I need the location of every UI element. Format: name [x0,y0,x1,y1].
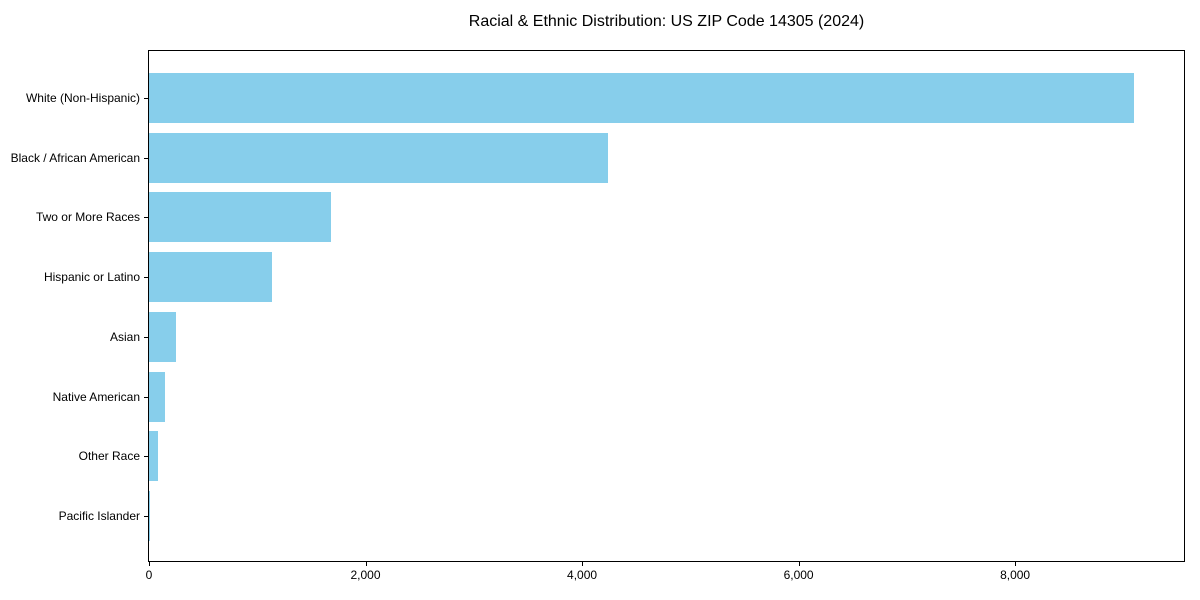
category-label-other-race: Other Race [78,449,140,464]
y-tick-mark [144,277,149,279]
bar-black-african-american [149,132,609,183]
bar-other-race [149,431,159,482]
x-tick-label-8000: 8,000 [1000,568,1031,582]
x-tick-mark [1015,561,1017,566]
bar-white-non-hispanic [149,73,1135,123]
bar-hispanic-or-latino [149,252,273,303]
category-label-two-or-more-races: Two or More Races [35,210,140,225]
y-tick-mark [144,98,149,99]
category-label-black-african-american: Black / African American [10,150,140,165]
bar-pacific-islander [149,490,151,541]
bar-native-american [149,371,166,422]
y-tick-mark [144,336,149,338]
x-tick-mark [582,561,584,566]
category-label-native-american: Native American [52,389,140,404]
bar-two-or-more-races [149,192,331,243]
plot-area: White (Non-Hispanic) Black / African Amer… [11,50,1185,582]
x-tick-label-0: 0 [145,568,153,582]
y-tick-mark [144,396,149,398]
x-tick-mark [149,561,150,566]
x-tick-label-4000: 4,000 [567,568,598,582]
category-label-hispanic-or-latino: Hispanic or Latino [43,270,140,285]
category-label-white-non-hispanic: White (Non-Hispanic) [25,91,140,105]
y-tick-mark [144,515,149,517]
y-tick-mark [144,456,149,458]
bar-asian [149,311,177,362]
x-tick-mark [798,561,800,566]
chart-title: Racial & Ethnic Distribution: US ZIP Cod… [468,13,865,30]
category-label-pacific-islander: Pacific Islander [58,508,140,523]
x-tick-label-2000: 2,000 [350,568,381,582]
x-tick-mark [365,561,367,566]
x-tick-label-6000: 6,000 [783,568,814,582]
category-label-asian: Asian [109,329,140,344]
y-tick-mark [144,217,149,219]
y-tick-mark [144,157,149,159]
